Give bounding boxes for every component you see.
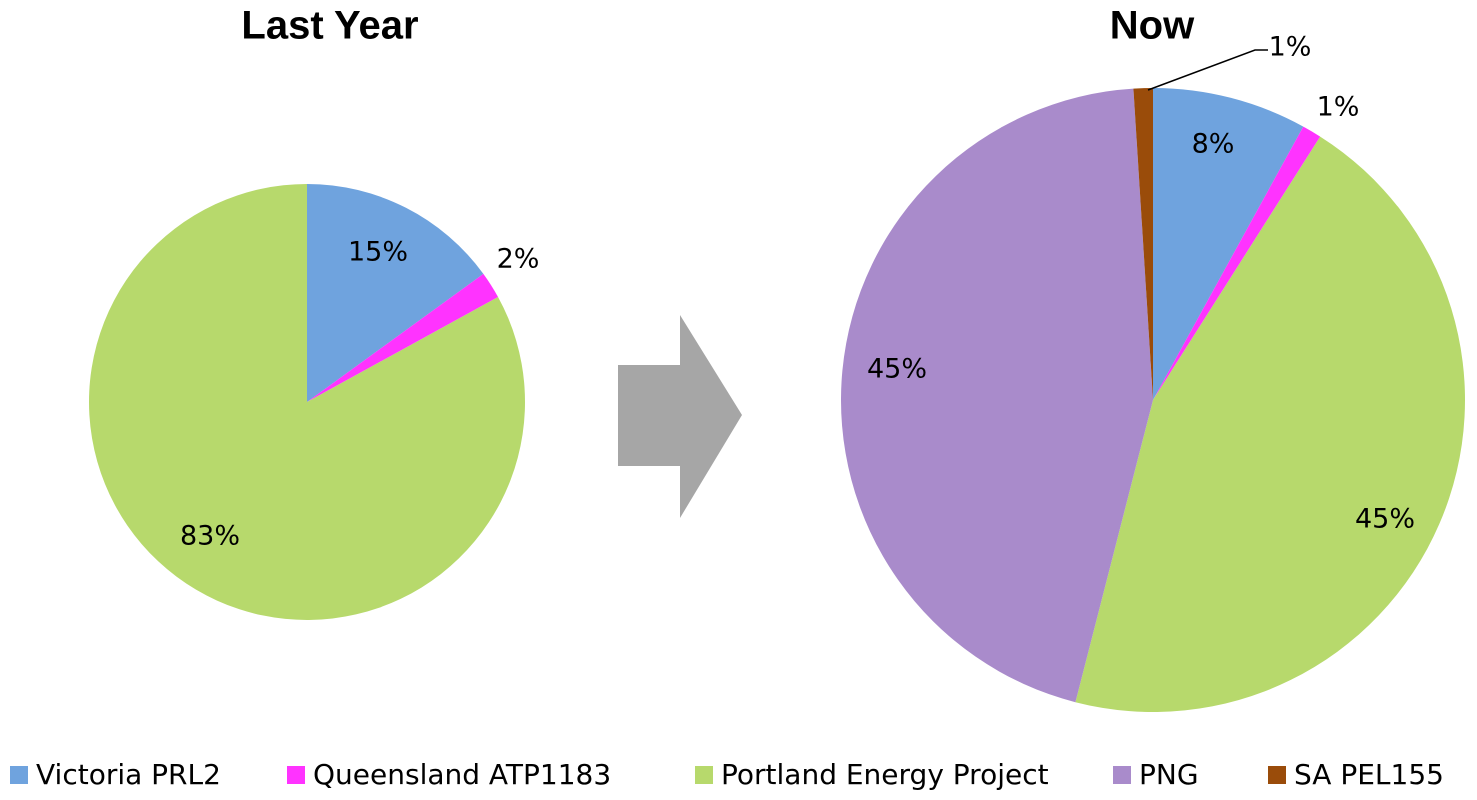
data-label: 2% <box>497 244 540 275</box>
data-label: 45% <box>867 354 927 385</box>
data-label: 15% <box>348 237 408 268</box>
data-label: 1% <box>1317 92 1360 123</box>
arrow <box>618 315 742 518</box>
legend-swatch <box>695 766 713 784</box>
pie-slice <box>89 184 526 620</box>
data-label: 83% <box>180 521 240 552</box>
legend-swatch <box>287 766 305 784</box>
pie-slice <box>841 88 1153 703</box>
legend-label: SA PEL155 <box>1294 758 1444 791</box>
chart-title: Now <box>1110 4 1195 48</box>
chart-title: Last Year <box>241 4 418 48</box>
pie-slice <box>307 184 484 402</box>
pie-slice <box>1133 88 1153 400</box>
data-label: 8% <box>1192 129 1235 160</box>
legend-label: Portland Energy Project <box>721 758 1049 791</box>
pie-slice <box>1153 126 1321 400</box>
pie-slice <box>307 273 499 402</box>
legend-swatch <box>1268 766 1286 784</box>
legend-label: PNG <box>1139 758 1199 791</box>
data-label: 45% <box>1355 504 1415 535</box>
legend-label: Queensland ATP1183 <box>313 758 611 791</box>
pie-slice <box>1075 136 1465 712</box>
data-label: 1% <box>1269 32 1312 63</box>
legend-swatch <box>10 766 28 784</box>
leader-line <box>1147 49 1268 91</box>
legend-swatch <box>1113 766 1131 784</box>
legend-label: Victoria PRL2 <box>36 758 221 791</box>
pie-slice <box>1153 88 1304 400</box>
